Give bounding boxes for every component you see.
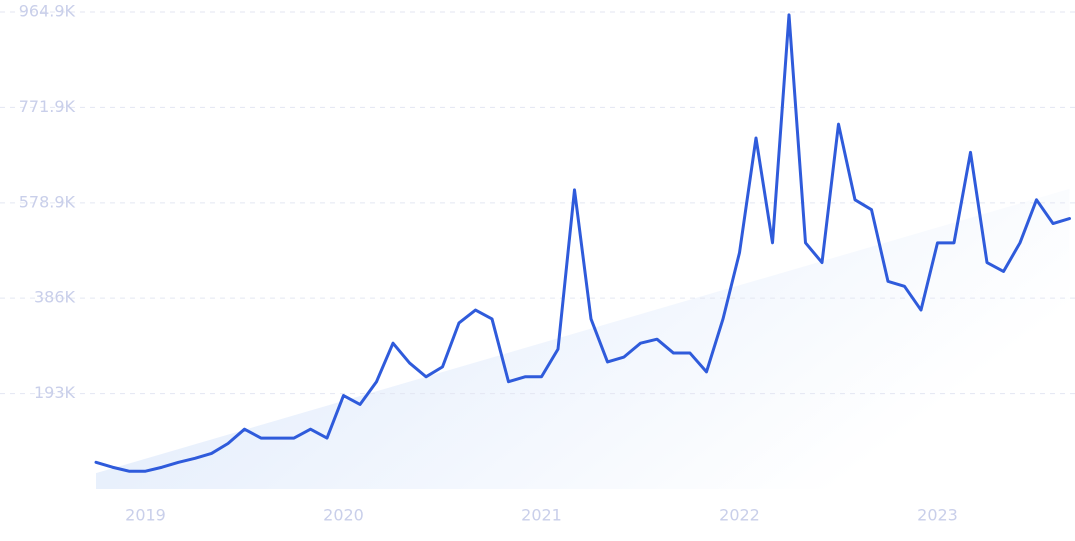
- x-tick-label: 2020: [323, 506, 364, 525]
- y-tick-label: 193K: [34, 383, 76, 402]
- trend-area: [96, 188, 1070, 489]
- y-tick-label: 964.9K: [19, 2, 76, 21]
- y-tick-label: 578.9K: [19, 192, 76, 211]
- y-tick-label: 771.9K: [19, 97, 76, 116]
- x-tick-label: 2021: [521, 506, 562, 525]
- x-tick-label: 2022: [719, 506, 760, 525]
- trend-line: [94, 13, 1071, 473]
- x-tick-label: 2019: [125, 506, 166, 525]
- x-tick-label: 2023: [917, 506, 958, 525]
- y-tick-label: 386K: [34, 288, 76, 307]
